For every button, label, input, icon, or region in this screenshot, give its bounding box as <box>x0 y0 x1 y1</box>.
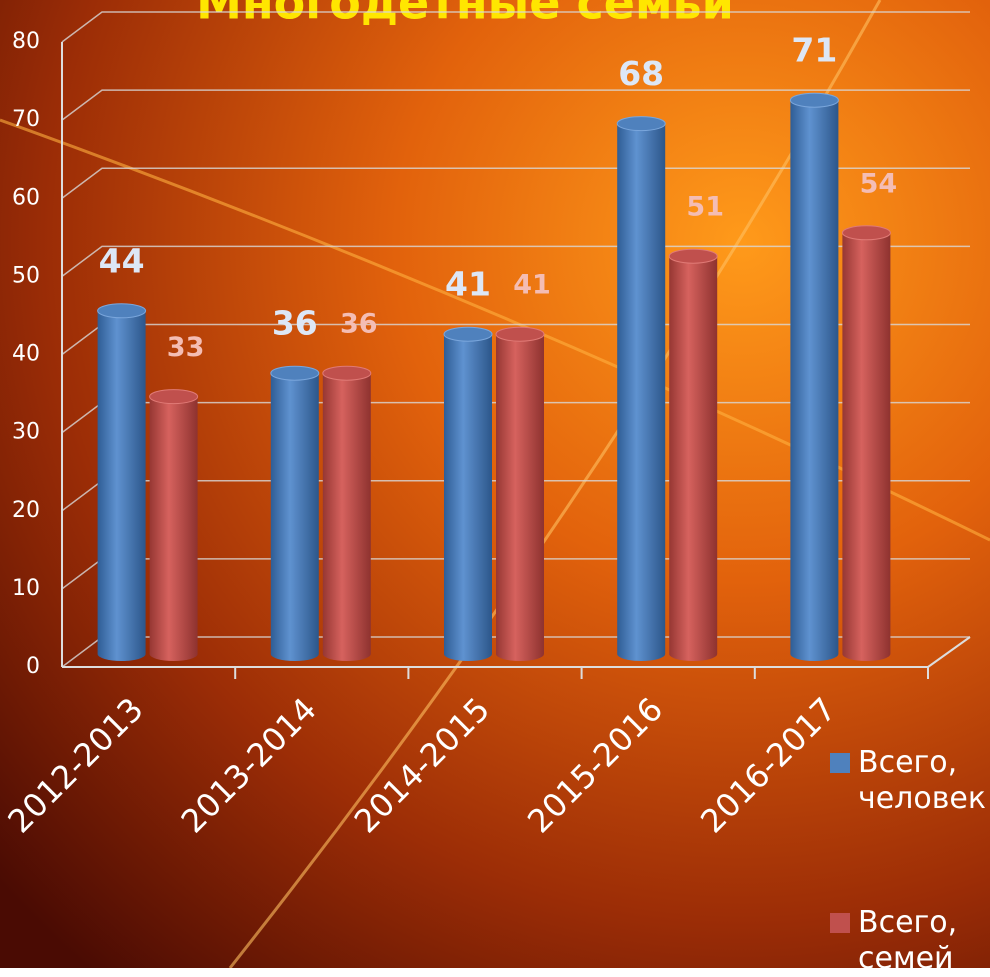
value-label: 41 <box>513 270 551 301</box>
bar-cap <box>790 93 838 107</box>
bar <box>323 366 371 661</box>
legend-label: Всего, семей <box>858 905 988 977</box>
bar-cap <box>669 249 717 263</box>
bar-cap <box>150 390 198 404</box>
value-label: 44 <box>99 241 145 280</box>
bar-cap <box>323 366 371 380</box>
bar-cap <box>271 366 319 380</box>
value-label: 71 <box>791 31 837 70</box>
bar-cap <box>617 117 665 131</box>
bar-body <box>669 256 717 661</box>
value-label: 36 <box>340 309 378 340</box>
bar <box>150 390 198 661</box>
bar-body <box>790 100 838 661</box>
y-tick-label: 70 <box>12 107 40 132</box>
legend-label: Всего, человек <box>858 745 988 817</box>
bar <box>496 327 544 661</box>
legend-swatch <box>830 753 850 773</box>
value-label: 51 <box>686 192 724 223</box>
y-tick-label: 50 <box>12 263 40 288</box>
bar <box>790 93 838 661</box>
y-tick-label: 20 <box>12 498 40 523</box>
bar-body <box>323 373 371 661</box>
page: Многодетные семьи 010203040506070802012-… <box>0 0 990 968</box>
y-tick-label: 40 <box>12 342 40 367</box>
bar-body <box>150 397 198 661</box>
bar-cap <box>496 327 544 341</box>
value-label: 68 <box>618 54 664 93</box>
bar-body <box>842 233 890 661</box>
chart: Многодетные семьи 010203040506070802012-… <box>0 0 990 968</box>
value-label: 33 <box>167 332 205 363</box>
bar <box>444 327 492 661</box>
y-tick-label: 30 <box>12 420 40 445</box>
y-tick-label: 10 <box>12 576 40 601</box>
bar-body <box>271 373 319 661</box>
bar-cap <box>98 304 146 318</box>
background <box>0 0 990 968</box>
bar-cap <box>444 327 492 341</box>
bar <box>271 366 319 661</box>
legend-swatch <box>830 913 850 933</box>
bar <box>98 304 146 661</box>
bar-body <box>444 334 492 661</box>
y-tick-label: 60 <box>12 185 40 210</box>
legend-item: Всего, семей <box>830 905 990 977</box>
y-tick-label: 0 <box>26 654 40 679</box>
value-label: 41 <box>445 265 491 304</box>
legend-item: Всего, человек <box>830 745 990 817</box>
bar <box>669 249 717 661</box>
bar-cap <box>842 226 890 240</box>
value-label: 54 <box>860 168 898 199</box>
value-label: 36 <box>272 304 318 343</box>
bar <box>842 226 890 661</box>
y-tick-label: 80 <box>12 29 40 54</box>
bar-body <box>617 124 665 661</box>
chart-title: Многодетные семьи <box>196 0 734 30</box>
bar-body <box>98 311 146 661</box>
bar <box>617 117 665 661</box>
bar-body <box>496 334 544 661</box>
